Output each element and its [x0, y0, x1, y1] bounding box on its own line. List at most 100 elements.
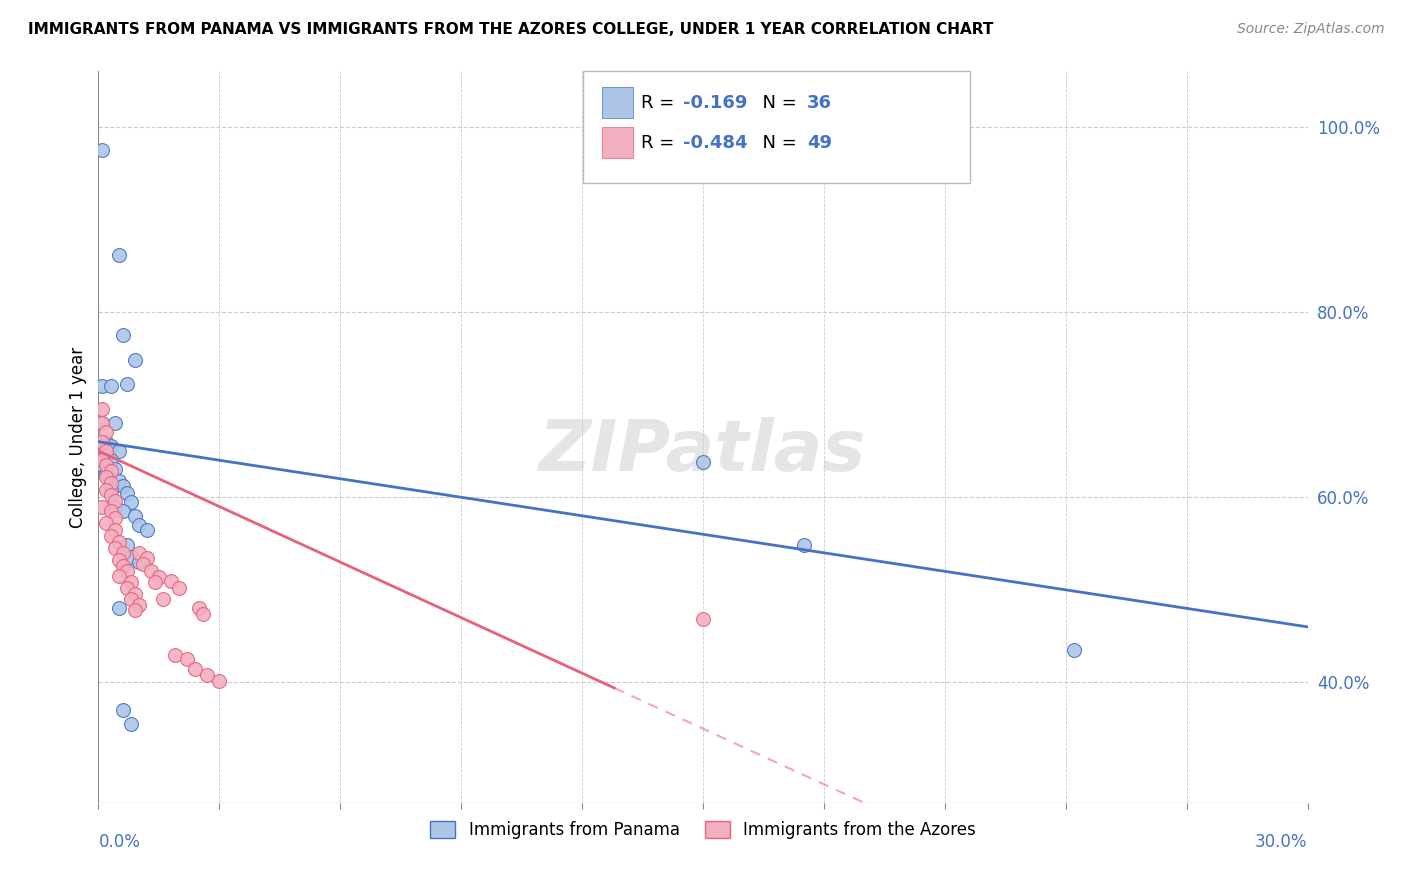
Point	[193, 607, 215, 621]
Point	[115, 485, 138, 500]
Point	[107, 601, 129, 615]
Point	[195, 668, 218, 682]
Point	[100, 379, 122, 393]
Point	[139, 565, 162, 579]
Text: IMMIGRANTS FROM PANAMA VS IMMIGRANTS FROM THE AZORES COLLEGE, UNDER 1 YEAR CORRE: IMMIGRANTS FROM PANAMA VS IMMIGRANTS FRO…	[28, 22, 994, 37]
Point	[1063, 643, 1085, 657]
Point	[103, 416, 125, 430]
Text: N =: N =	[751, 94, 803, 112]
Point	[115, 581, 138, 595]
Point	[120, 592, 142, 607]
Point	[124, 508, 146, 523]
Point	[107, 569, 129, 583]
Point	[111, 328, 134, 343]
Point	[107, 553, 129, 567]
Point	[124, 586, 146, 600]
Point	[120, 495, 142, 509]
Point	[100, 439, 122, 453]
Point	[163, 648, 186, 662]
Point	[128, 546, 150, 560]
Point	[96, 434, 118, 449]
Point	[115, 565, 138, 579]
Point	[111, 703, 134, 717]
Point	[91, 379, 114, 393]
Text: 49: 49	[807, 134, 832, 152]
Point	[91, 416, 114, 430]
Point	[115, 538, 138, 552]
Text: ZIPatlas: ZIPatlas	[540, 417, 866, 486]
Text: N =: N =	[751, 134, 803, 152]
Point	[120, 550, 142, 565]
Point	[91, 143, 114, 157]
Point	[103, 494, 125, 508]
Point	[91, 416, 114, 430]
Point	[208, 673, 231, 688]
Point	[115, 377, 138, 392]
Point	[103, 500, 125, 514]
Point	[100, 504, 122, 518]
Point	[692, 455, 714, 469]
Point	[111, 546, 134, 560]
Point	[124, 353, 146, 368]
Point	[107, 534, 129, 549]
Point	[143, 575, 166, 590]
Point	[135, 551, 157, 566]
Point	[100, 483, 122, 497]
Point	[176, 652, 198, 666]
Point	[111, 504, 134, 518]
Point	[96, 467, 118, 482]
Point	[188, 601, 211, 615]
Point	[96, 444, 118, 458]
Y-axis label: College, Under 1 year: College, Under 1 year	[69, 346, 87, 528]
Point	[100, 464, 122, 478]
Point	[148, 570, 170, 584]
Text: R =: R =	[641, 134, 681, 152]
Point	[103, 541, 125, 556]
Point	[91, 434, 114, 449]
Point	[167, 581, 190, 595]
Text: Source: ZipAtlas.com: Source: ZipAtlas.com	[1237, 22, 1385, 37]
Point	[100, 476, 122, 491]
Point	[100, 529, 122, 543]
Point	[96, 425, 118, 440]
Point	[128, 555, 150, 569]
Point	[103, 462, 125, 476]
Legend: Immigrants from Panama, Immigrants from the Azores: Immigrants from Panama, Immigrants from …	[423, 814, 983, 846]
Point	[107, 248, 129, 262]
Point	[96, 458, 118, 472]
Point	[128, 518, 150, 533]
Point	[692, 612, 714, 626]
Point	[100, 453, 122, 467]
Point	[96, 483, 118, 497]
Point	[91, 500, 114, 514]
Point	[91, 458, 114, 472]
Text: 30.0%: 30.0%	[1256, 833, 1308, 851]
Point	[128, 598, 150, 612]
Point	[120, 575, 142, 590]
Text: -0.484: -0.484	[683, 134, 748, 152]
Point	[103, 523, 125, 537]
Text: R =: R =	[641, 94, 681, 112]
Point	[111, 479, 134, 493]
Point	[107, 444, 129, 458]
Point	[124, 603, 146, 617]
Point	[132, 557, 155, 571]
Point	[135, 523, 157, 537]
Point	[96, 449, 118, 463]
Point	[160, 574, 183, 588]
Point	[152, 592, 174, 607]
Point	[111, 558, 134, 573]
Point	[793, 538, 815, 552]
Point	[107, 474, 129, 488]
Point	[103, 510, 125, 524]
Text: 0.0%: 0.0%	[98, 833, 141, 851]
Text: -0.169: -0.169	[683, 94, 748, 112]
Point	[96, 470, 118, 484]
Point	[91, 402, 114, 417]
Point	[96, 516, 118, 531]
Point	[120, 717, 142, 731]
Point	[100, 488, 122, 502]
Point	[184, 661, 207, 675]
Point	[91, 453, 114, 467]
Text: 36: 36	[807, 94, 832, 112]
